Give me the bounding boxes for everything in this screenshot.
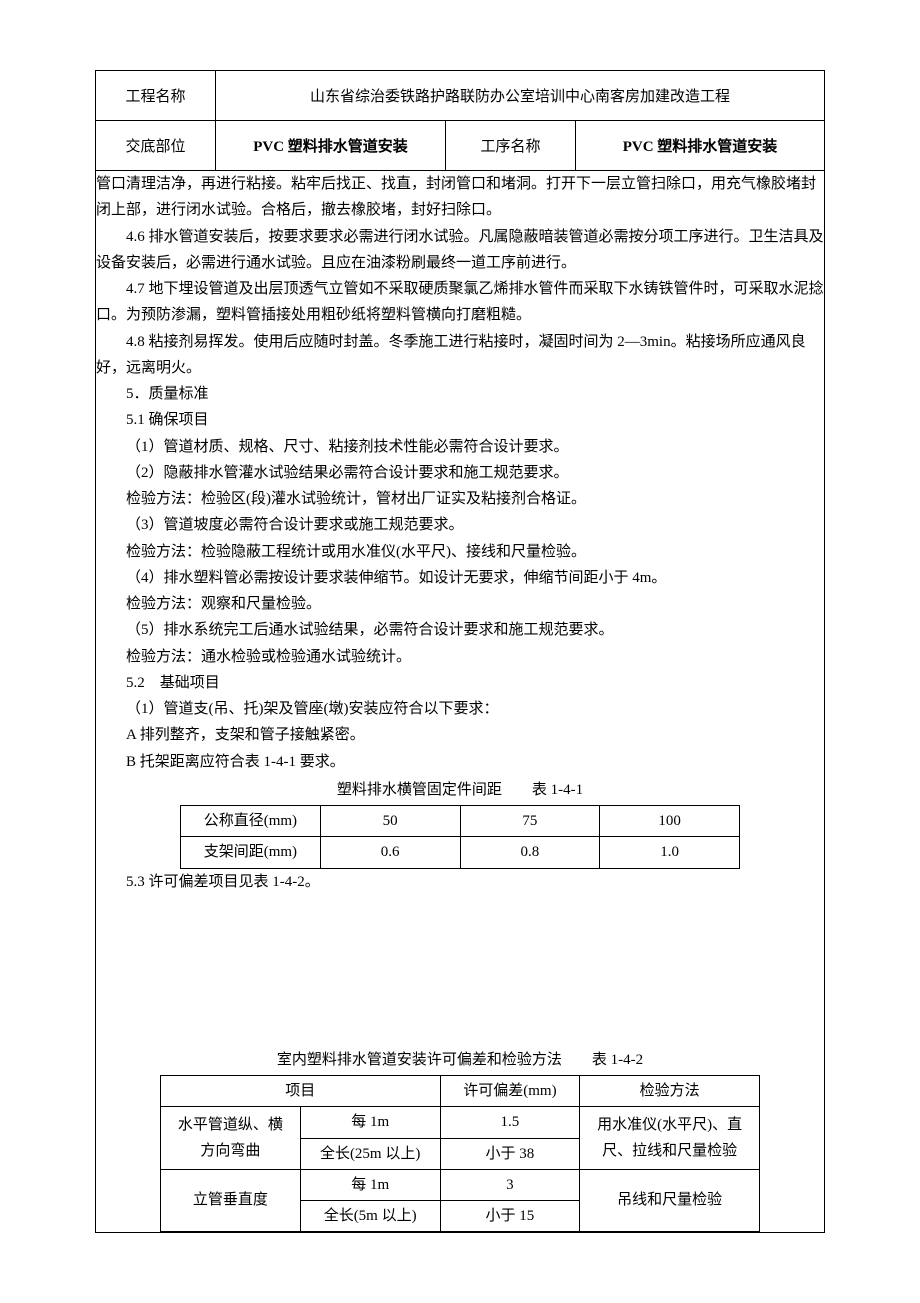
table-cell: 0.6: [320, 837, 460, 868]
table-row: 立管垂直度 每 1m 3 吊线和尺量检验: [161, 1169, 760, 1200]
paragraph: （2）隐蔽排水管灌水试验结果必需符合设计要求和施工规范要求。: [96, 460, 824, 486]
table-cell: 水平管道纵、横方向弯曲: [161, 1107, 301, 1170]
table-cell: 全长(25m 以上): [300, 1138, 440, 1169]
paragraph: 4.6 排水管道安装后，按要求要求必需进行闭水试验。凡属隐蔽暗装管道必需按分项工…: [96, 224, 824, 277]
spacer: [96, 895, 824, 1045]
table-header: 许可偏差(mm): [440, 1076, 580, 1107]
section-heading: 5．质量标准: [96, 381, 824, 407]
table-cell: 用水准仪(水平尺)、直尺、拉线和尺量检验: [580, 1107, 760, 1170]
table-header: 项目: [161, 1076, 441, 1107]
paragraph: 4.8 粘接剂易挥发。使用后应随时封盖。冬季施工进行粘接时，凝固时间为 2—3m…: [96, 329, 824, 382]
paragraph: B 托架距离应符合表 1-4-1 要求。: [96, 749, 824, 775]
table-cell: 小于 38: [440, 1138, 580, 1169]
paragraph: 管口清理洁净，再进行粘接。粘牢后找正、找直，封闭管口和堵洞。打开下一层立管扫除口…: [96, 171, 824, 224]
table-cell: 1.0: [600, 837, 740, 868]
content-body: 管口清理洁净，再进行粘接。粘牢后找正、找直，封闭管口和堵洞。打开下一层立管扫除口…: [96, 171, 825, 1233]
subsection-heading: 5.1 确保项目: [96, 407, 824, 433]
label-part: 交底部位: [96, 121, 216, 171]
document-frame: 工程名称 山东省综治委铁路护路联防办公室培训中心南客房加建改造工程 交底部位 P…: [95, 70, 825, 1233]
value-process: PVC 塑料排水管道安装: [576, 121, 825, 171]
paragraph: （1）管道支(吊、托)架及管座(墩)安装应符合以下要求：: [96, 696, 824, 722]
table-caption: 室内塑料排水管道安装许可偏差和检验方法 表 1-4-2: [96, 1047, 824, 1073]
table-cell: 100: [600, 806, 740, 837]
value-part: PVC 塑料排水管道安装: [216, 121, 446, 171]
table-cell: 3: [440, 1169, 580, 1200]
table-cell: 每 1m: [300, 1169, 440, 1200]
paragraph: 检验方法：通水检验或检验通水试验统计。: [96, 644, 824, 670]
table-header: 检验方法: [580, 1076, 760, 1107]
paragraph: （1）管道材质、规格、尺寸、粘接剂技术性能必需符合设计要求。: [96, 434, 824, 460]
table-caption: 塑料排水横管固定件间距 表 1-4-1: [96, 777, 824, 803]
table-cell: 75: [460, 806, 600, 837]
table-cell: 全长(5m 以上): [300, 1201, 440, 1232]
paragraph: （4）排水塑料管必需按设计要求装伸缩节。如设计无要求，伸缩节间距小于 4m。: [96, 565, 824, 591]
value-project: 山东省综治委铁路护路联防办公室培训中心南客房加建改造工程: [216, 71, 825, 121]
paragraph: （5）排水系统完工后通水试验结果，必需符合设计要求和施工规范要求。: [96, 617, 824, 643]
label-process: 工序名称: [446, 121, 576, 171]
subsection-heading: 5.2 基础项目: [96, 670, 824, 696]
paragraph: A 排列整齐，支架和管子接触紧密。: [96, 722, 824, 748]
paragraph: 5.3 许可偏差项目见表 1-4-2。: [96, 869, 824, 895]
table-cell: 吊线和尺量检验: [580, 1169, 760, 1232]
table-row: 水平管道纵、横方向弯曲 每 1m 1.5 用水准仪(水平尺)、直尺、拉线和尺量检…: [161, 1107, 760, 1138]
table-cell: 50: [320, 806, 460, 837]
paragraph: 检验方法：检验隐蔽工程统计或用水准仪(水平尺)、接线和尺量检验。: [96, 539, 824, 565]
table-cell: 小于 15: [440, 1201, 580, 1232]
table-cell: 每 1m: [300, 1107, 440, 1138]
table-row: 支架间距(mm) 0.6 0.8 1.0: [181, 837, 740, 868]
paragraph: 检验方法：观察和尺量检验。: [96, 591, 824, 617]
table-row: 公称直径(mm) 50 75 100: [181, 806, 740, 837]
paragraph: （3）管道坡度必需符合设计要求或施工规范要求。: [96, 512, 824, 538]
table-cell: 立管垂直度: [161, 1169, 301, 1232]
paragraph: 4.7 地下埋设管道及出层顶透气立管如不采取硬质聚氯乙烯排水管件而采取下水铸铁管…: [96, 276, 824, 329]
label-project: 工程名称: [96, 71, 216, 121]
table-cell: 支架间距(mm): [181, 837, 321, 868]
table-cell: 公称直径(mm): [181, 806, 321, 837]
table-1-4-2: 项目 许可偏差(mm) 检验方法 水平管道纵、横方向弯曲 每 1m 1.5 用水…: [160, 1075, 760, 1232]
paragraph: 检验方法：检验区(段)灌水试验统计，管材出厂证实及粘接剂合格证。: [96, 486, 824, 512]
table-row: 项目 许可偏差(mm) 检验方法: [161, 1076, 760, 1107]
table-1-4-1: 公称直径(mm) 50 75 100 支架间距(mm) 0.6 0.8 1.0: [180, 805, 740, 869]
table-cell: 1.5: [440, 1107, 580, 1138]
table-cell: 0.8: [460, 837, 600, 868]
